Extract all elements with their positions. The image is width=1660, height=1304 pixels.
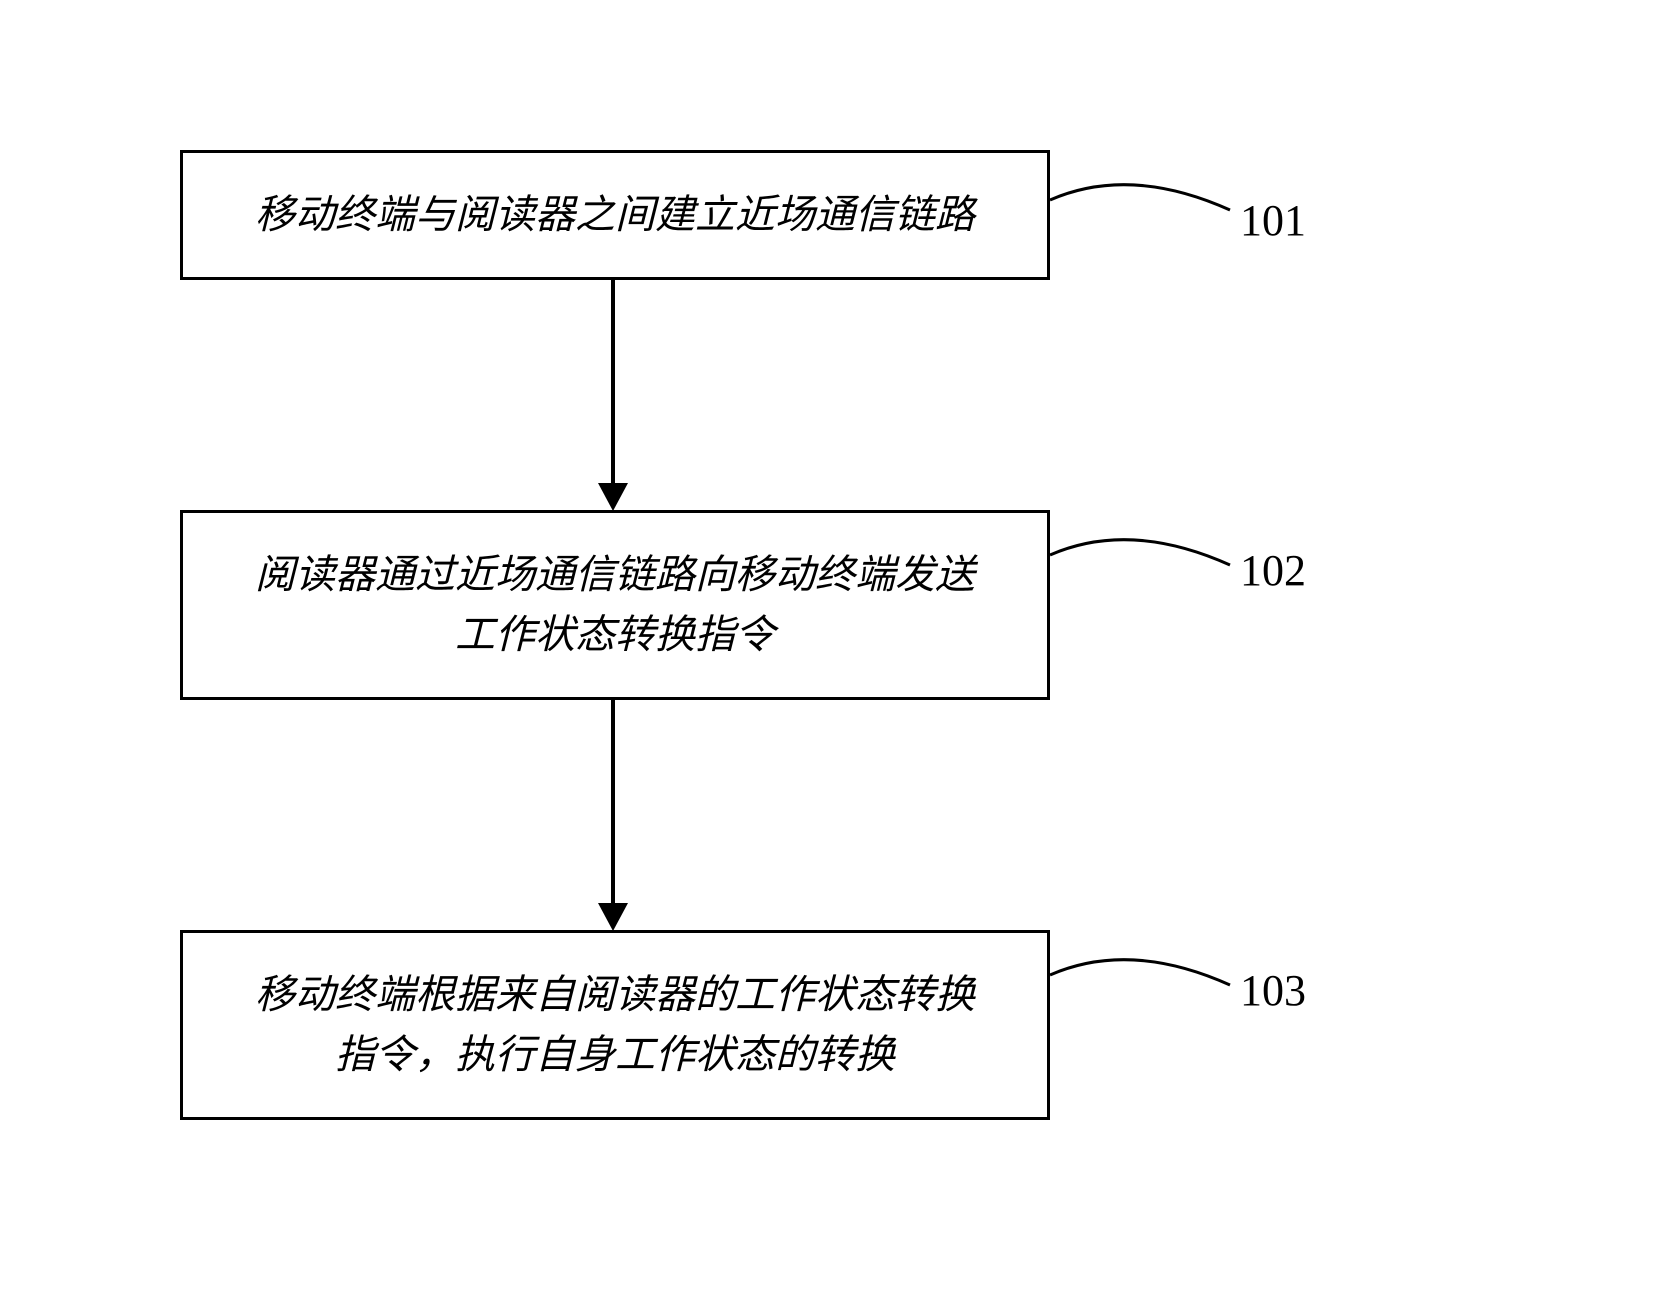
flowchart-node-2: 阅读器通过近场通信链路向移动终端发送 工作状态转换指令 [180,510,1050,700]
arrow-2-line [611,700,615,905]
leader-line-2 [1050,525,1240,585]
leader-line-1 [1050,170,1240,230]
node-3-label: 103 [1240,965,1306,1016]
node-2-text: 阅读器通过近场通信链路向移动终端发送 工作状态转换指令 [255,545,975,665]
arrow-2-head [598,903,628,931]
arrow-1-head [598,483,628,511]
arrow-1-line [611,280,615,485]
node-3-text: 移动终端根据来自阅读器的工作状态转换 指令，执行自身工作状态的转换 [255,965,975,1085]
node-1-label: 101 [1240,195,1306,246]
leader-line-3 [1050,945,1240,1005]
flowchart-node-1: 移动终端与阅读器之间建立近场通信链路 [180,150,1050,280]
flowchart-node-3: 移动终端根据来自阅读器的工作状态转换 指令，执行自身工作状态的转换 [180,930,1050,1120]
node-2-label: 102 [1240,545,1306,596]
node-1-text: 移动终端与阅读器之间建立近场通信链路 [255,185,975,245]
